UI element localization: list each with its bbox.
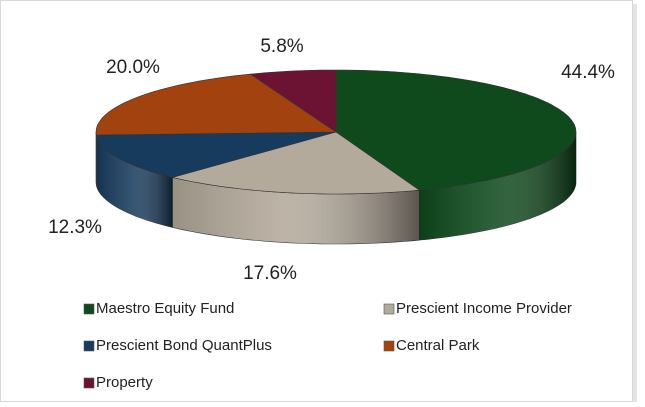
slice-label: 20.0% (106, 57, 160, 78)
legend-swatch (84, 341, 94, 351)
legend-label: Prescient Income Provider (396, 300, 572, 317)
slice-label: 17.6% (243, 263, 297, 284)
legend-swatch (84, 378, 94, 388)
slice-label: 12.3% (48, 217, 102, 238)
legend-swatch (384, 304, 394, 314)
legend-swatch (84, 304, 94, 314)
legend-label: Prescient Bond QuantPlus (96, 337, 272, 354)
slice-label: 5.8% (260, 36, 303, 57)
slice-label: 44.4% (561, 62, 615, 83)
legend-swatch (384, 341, 394, 351)
legend-label: Maestro Equity Fund (96, 300, 234, 317)
legend-label: Central Park (396, 337, 480, 354)
legend-label: Property (96, 374, 153, 391)
